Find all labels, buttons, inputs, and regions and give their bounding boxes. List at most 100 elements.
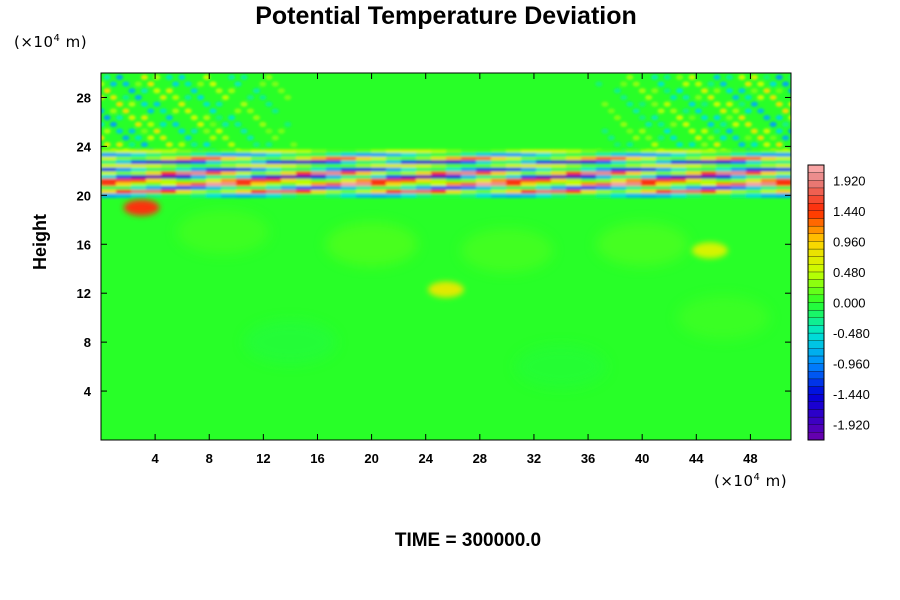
band-segment xyxy=(101,163,117,169)
band-segment xyxy=(251,178,267,184)
wave-cell xyxy=(215,101,223,107)
colorbar-bin xyxy=(807,233,825,242)
band-segment xyxy=(356,174,372,180)
band-segment xyxy=(416,178,432,184)
band-segment xyxy=(191,185,207,191)
band-segment xyxy=(131,163,147,169)
band-segment xyxy=(101,178,117,184)
band-segment xyxy=(521,193,537,198)
band-segment xyxy=(551,185,567,191)
band-segment xyxy=(731,167,747,173)
band-segment xyxy=(311,189,327,195)
band-segment xyxy=(101,152,117,158)
colorbar-bin xyxy=(807,218,825,227)
band-segment xyxy=(356,160,372,165)
band-segment xyxy=(356,163,372,169)
band-segment xyxy=(746,156,762,162)
band-segment xyxy=(551,156,567,162)
x-axis-unit: (×104 m) xyxy=(714,472,788,490)
wave-cell xyxy=(103,128,111,134)
band-segment xyxy=(461,189,477,195)
band-segment xyxy=(356,171,372,176)
band-segment xyxy=(431,171,447,176)
wave-cell xyxy=(688,74,696,80)
soft-blob-5 xyxy=(515,344,607,389)
colorbar-label: 1.440 xyxy=(833,204,866,219)
band-segment xyxy=(596,149,612,154)
band-segment xyxy=(131,174,147,180)
band-segment xyxy=(596,163,612,169)
wave-cell xyxy=(688,101,696,107)
band-segment xyxy=(131,189,147,195)
band-segment xyxy=(731,171,747,176)
band-segment xyxy=(626,185,642,191)
band-segment xyxy=(161,171,177,176)
wave-cell xyxy=(738,101,746,107)
band-segment xyxy=(641,189,657,195)
band-segment xyxy=(116,152,132,158)
band-segment xyxy=(611,174,627,180)
wave-cell xyxy=(632,81,640,87)
band-segment xyxy=(221,152,237,158)
band-segment xyxy=(611,193,627,198)
wave-cell xyxy=(115,101,124,107)
time-footer: TIME = 300000.0 xyxy=(394,530,542,551)
band-segment xyxy=(641,182,657,187)
wave-cell xyxy=(115,141,124,148)
band-segment xyxy=(581,152,597,158)
band-segment xyxy=(641,163,657,169)
band-segment xyxy=(536,185,552,191)
band-segment xyxy=(506,152,522,158)
band-segment xyxy=(356,185,372,191)
band-segment xyxy=(626,174,642,180)
band-segment xyxy=(371,171,387,176)
x-tick-label: 12 xyxy=(256,451,270,466)
colorbar-label: 0.480 xyxy=(833,265,866,280)
band-segment xyxy=(326,167,342,173)
heatmap-main-band xyxy=(101,149,791,198)
wave-cell xyxy=(775,115,783,121)
colorbar-bin xyxy=(807,317,825,326)
band-segment xyxy=(761,167,777,173)
band-segment xyxy=(611,182,627,187)
band-segment xyxy=(416,149,432,154)
band-segment xyxy=(236,178,252,184)
wave-cell xyxy=(290,141,298,148)
band-segment xyxy=(296,163,312,169)
band-segment xyxy=(311,160,327,165)
soft-blob-4 xyxy=(244,320,337,365)
band-segment xyxy=(281,163,297,169)
band-segment xyxy=(491,160,507,165)
band-segment xyxy=(626,160,642,165)
wave-cell xyxy=(221,121,230,127)
band-segment xyxy=(251,152,267,158)
wave-cell xyxy=(128,88,136,94)
band-segment xyxy=(566,149,582,154)
band-segment xyxy=(701,171,717,176)
band-segment xyxy=(686,167,702,173)
wave-cell xyxy=(140,88,149,94)
wave-cell xyxy=(140,141,149,148)
band-segment xyxy=(191,178,207,184)
band-segment xyxy=(401,152,417,158)
wave-cell xyxy=(638,115,646,121)
band-segment xyxy=(731,174,747,180)
band-segment xyxy=(491,149,507,154)
band-segment xyxy=(431,185,447,191)
band-segment xyxy=(686,160,702,165)
band-segment xyxy=(686,193,702,198)
band-segment xyxy=(521,189,537,195)
band-segment xyxy=(341,156,357,162)
wave-cell xyxy=(101,121,105,127)
band-segment xyxy=(446,149,462,154)
band-segment xyxy=(116,193,132,198)
band-segment xyxy=(401,182,417,187)
band-segment xyxy=(536,152,552,158)
wave-cell xyxy=(676,141,684,148)
wave-cell xyxy=(246,108,254,114)
band-segment xyxy=(116,167,132,173)
band-segment xyxy=(296,160,312,165)
band-segment xyxy=(506,182,522,187)
wave-cell xyxy=(757,94,765,101)
wave-cell xyxy=(688,128,696,134)
